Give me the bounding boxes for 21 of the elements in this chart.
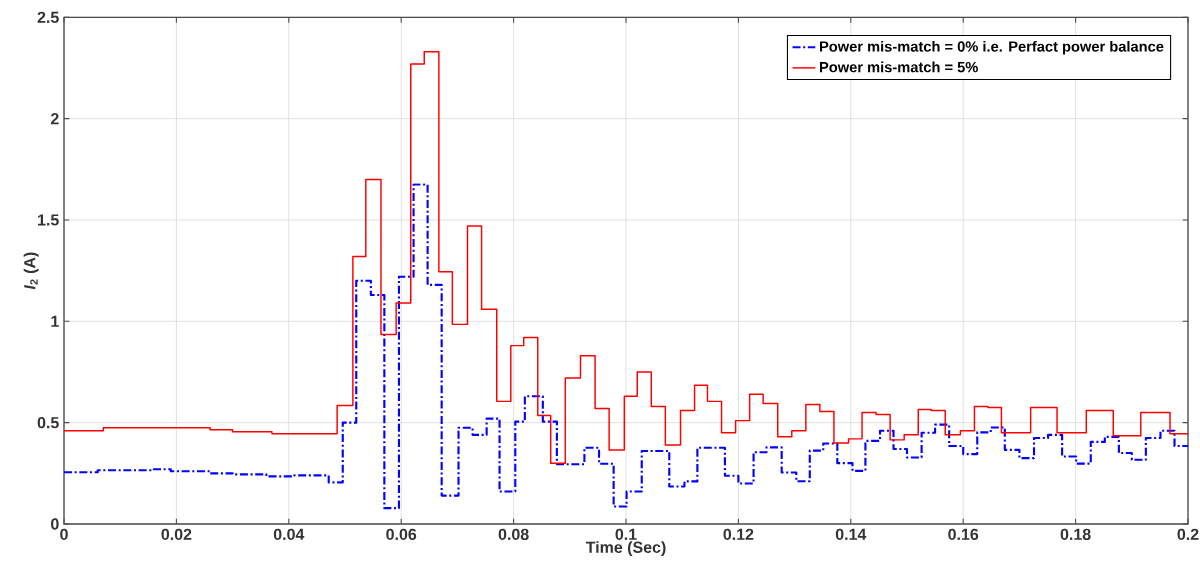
x-tick-label: 0.16 xyxy=(948,528,979,541)
x-tick-label: 0.2 xyxy=(1177,528,1199,541)
y-tick-label: 1 xyxy=(51,315,59,327)
y-axis-title: I$_{2}$ (A) xyxy=(23,252,39,290)
x-tick-label: 0.12 xyxy=(723,528,754,541)
x-tick-label: 0.04 xyxy=(273,528,305,541)
y-tick-label: 0.5 xyxy=(37,416,59,429)
x-tick-label: 0.02 xyxy=(161,528,192,541)
legend-label: Power mis-match = 5% xyxy=(819,61,978,73)
x-tick-label: 0.08 xyxy=(498,528,529,541)
y-tick-label: 0 xyxy=(51,518,59,530)
legend-label: Power mis-match = 0% i.e. Perfact power balance xyxy=(819,40,1164,55)
y-tick-label: 2.5 xyxy=(37,11,59,23)
x-tick-label: 0 xyxy=(60,528,68,541)
y-tick-label: 1.5 xyxy=(38,214,59,226)
y-tick-label: 2 xyxy=(50,113,59,125)
x-tick-label: 0.18 xyxy=(1060,528,1091,541)
x-axis-title: Time (Sec) xyxy=(585,541,666,557)
x-tick-label: 0.06 xyxy=(386,528,417,541)
x-tick-label: 0.14 xyxy=(835,528,867,541)
x-tick-label: 0.1 xyxy=(615,528,637,541)
